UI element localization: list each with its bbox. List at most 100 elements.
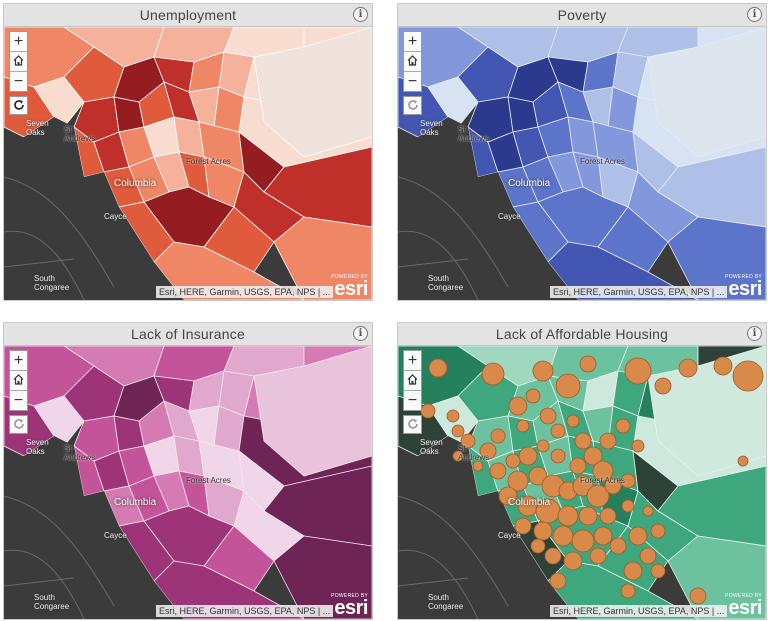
housing-bubble[interactable] — [514, 517, 532, 535]
zoom-in-button[interactable]: + — [404, 351, 421, 371]
housing-bubble[interactable] — [532, 360, 554, 382]
housing-bubble[interactable] — [589, 547, 607, 565]
choropleth-map[interactable] — [4, 346, 372, 619]
housing-bubble[interactable] — [620, 583, 636, 599]
housing-bubble[interactable] — [593, 526, 613, 546]
census-tract[interactable] — [647, 27, 766, 158]
housing-bubble[interactable] — [599, 507, 617, 525]
housing-bubble[interactable] — [689, 587, 707, 605]
housing-bubble[interactable] — [550, 423, 566, 439]
housing-bubble[interactable] — [555, 373, 581, 399]
housing-bubble[interactable] — [571, 529, 595, 553]
housing-bubble[interactable] — [490, 428, 506, 444]
housing-bubble[interactable] — [621, 499, 635, 513]
housing-bubble[interactable] — [460, 433, 476, 449]
housing-bubble[interactable] — [624, 357, 652, 385]
census-tract[interactable] — [33, 76, 85, 128]
housing-bubble[interactable] — [530, 538, 546, 554]
housing-bubble[interactable] — [639, 547, 657, 565]
zoom-in-button[interactable]: + — [404, 32, 421, 52]
housing-bubble[interactable] — [631, 439, 645, 453]
housing-bubble[interactable] — [528, 466, 548, 486]
housing-bubble[interactable] — [420, 403, 436, 419]
housing-bubble[interactable] — [615, 418, 631, 434]
housing-bubble[interactable] — [578, 506, 598, 526]
home-button[interactable] — [10, 52, 27, 72]
housing-bubble[interactable] — [579, 355, 597, 373]
housing-bubble[interactable] — [609, 537, 627, 555]
choropleth-map[interactable] — [398, 27, 766, 300]
esri-logo[interactable]: POWERED BY esri — [725, 593, 762, 618]
census-tract[interactable] — [273, 216, 372, 300]
housing-bubble[interactable] — [628, 526, 648, 546]
home-button[interactable] — [404, 371, 421, 391]
refresh-button[interactable] — [403, 96, 422, 115]
housing-bubble[interactable] — [620, 473, 636, 489]
housing-bubble[interactable] — [563, 551, 583, 571]
housing-bubble[interactable] — [642, 505, 654, 517]
zoom-in-button[interactable]: + — [10, 351, 27, 371]
housing-bubble[interactable] — [544, 547, 562, 565]
housing-bubble[interactable] — [574, 432, 592, 450]
housing-bubble[interactable] — [732, 360, 764, 392]
housing-bubble[interactable] — [569, 457, 587, 475]
census-tract[interactable] — [33, 395, 85, 447]
info-icon[interactable]: i — [353, 7, 368, 22]
housing-bubble[interactable] — [451, 424, 465, 438]
zoom-out-button[interactable]: − — [404, 391, 421, 410]
info-icon[interactable]: i — [747, 7, 762, 22]
housing-bubble[interactable] — [678, 358, 698, 378]
housing-bubble[interactable] — [533, 521, 553, 541]
housing-bubble[interactable] — [583, 446, 603, 466]
esri-logo[interactable]: POWERED BY esri — [725, 274, 762, 299]
info-icon[interactable]: i — [747, 326, 762, 341]
housing-bubble[interactable] — [516, 419, 530, 433]
housing-bubble[interactable] — [472, 460, 484, 472]
housing-bubble[interactable] — [452, 450, 464, 462]
census-tract[interactable] — [427, 76, 479, 128]
housing-bubble[interactable] — [552, 525, 574, 547]
housing-bubble[interactable] — [599, 432, 617, 450]
housing-bubble[interactable] — [592, 460, 614, 482]
home-button[interactable] — [10, 371, 27, 391]
refresh-button[interactable] — [403, 415, 422, 434]
housing-bubble[interactable] — [428, 358, 448, 378]
map-attribution[interactable]: Esri, HERE, Garmin, USGS, EPA, NPS | ... — [550, 286, 728, 298]
housing-bubble[interactable] — [507, 470, 529, 492]
housing-bubble[interactable] — [623, 561, 643, 581]
housing-bubble[interactable] — [508, 396, 528, 416]
map-attribution[interactable]: Esri, HERE, Garmin, USGS, EPA, NPS | ... — [156, 286, 334, 298]
housing-bubble[interactable] — [713, 356, 733, 376]
housing-bubble[interactable] — [586, 484, 610, 508]
census-tract[interactable] — [547, 241, 699, 300]
map-attribution[interactable]: Esri, HERE, Garmin, USGS, EPA, NPS | ... — [550, 605, 728, 617]
census-tract[interactable] — [273, 535, 372, 619]
zoom-out-button[interactable]: − — [10, 391, 27, 410]
census-tract[interactable] — [153, 241, 305, 300]
choropleth-map[interactable] — [4, 27, 372, 300]
zoom-out-button[interactable]: − — [404, 72, 421, 91]
housing-bubble[interactable] — [489, 462, 507, 480]
refresh-button[interactable] — [9, 415, 28, 434]
refresh-button[interactable] — [9, 96, 28, 115]
map-attribution[interactable]: Esri, HERE, Garmin, USGS, EPA, NPS | ... — [156, 605, 334, 617]
housing-bubble[interactable] — [604, 477, 622, 495]
housing-bubble[interactable] — [650, 563, 666, 579]
housing-bubble[interactable] — [539, 407, 557, 425]
zoom-out-button[interactable]: − — [10, 72, 27, 91]
housing-bubble[interactable] — [550, 448, 566, 464]
census-tract[interactable] — [253, 346, 372, 477]
housing-bubble[interactable] — [481, 362, 505, 386]
housing-bubble[interactable] — [505, 453, 521, 469]
housing-bubble[interactable] — [566, 414, 580, 428]
housing-bubble[interactable] — [536, 439, 550, 453]
housing-bubble[interactable] — [549, 572, 567, 590]
esri-logo[interactable]: POWERED BY esri — [331, 274, 368, 299]
esri-logo[interactable]: POWERED BY esri — [331, 593, 368, 618]
zoom-in-button[interactable]: + — [10, 32, 27, 52]
census-tract[interactable] — [153, 560, 305, 619]
housing-bubble[interactable] — [525, 388, 541, 404]
housing-bubble[interactable] — [737, 455, 749, 467]
housing-bubble[interactable] — [479, 442, 497, 460]
home-button[interactable] — [404, 52, 421, 72]
